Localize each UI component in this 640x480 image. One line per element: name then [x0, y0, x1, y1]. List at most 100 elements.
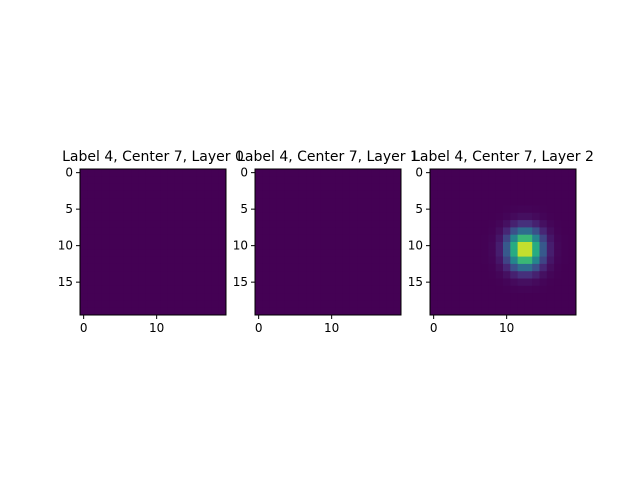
heatmap-cell — [123, 256, 132, 265]
heatmap-cell — [386, 234, 395, 243]
heatmap-cell — [488, 249, 497, 257]
heatmap-cell — [123, 307, 132, 316]
heatmap-cell — [313, 234, 322, 243]
heatmap-cell — [320, 278, 329, 287]
heatmap-cell — [160, 205, 168, 214]
heatmap-cell — [459, 183, 467, 192]
heatmap-cell — [503, 234, 511, 243]
heatmap-cell — [386, 242, 395, 250]
heatmap-cell — [116, 190, 125, 199]
heatmap-cell — [204, 300, 212, 309]
heatmap-cell — [298, 242, 307, 250]
heatmap-cell — [532, 205, 540, 214]
heatmap-cell — [87, 263, 95, 272]
heatmap-cell — [174, 169, 183, 177]
heatmap-cell — [342, 307, 351, 316]
heatmap-cell — [320, 249, 329, 257]
heatmap-cell — [495, 293, 504, 301]
heatmap-cell — [444, 198, 453, 206]
heatmap-cell — [546, 190, 555, 199]
heatmap-cell — [123, 198, 132, 206]
heatmap-cell — [510, 205, 518, 214]
heatmap-cell — [371, 300, 380, 309]
heatmap-cell — [116, 205, 125, 214]
heatmap-cell — [342, 300, 351, 309]
heatmap-cell — [138, 242, 147, 250]
heatmap-cell — [379, 278, 387, 287]
heatmap-cell — [328, 234, 336, 243]
heatmap-cell — [145, 234, 154, 243]
heatmap-cell — [211, 227, 220, 236]
heatmap-cell — [116, 198, 125, 206]
heatmap-cell — [379, 242, 387, 250]
heatmap-cell — [335, 278, 343, 287]
heatmap-cell — [539, 220, 548, 228]
heatmap-cell — [561, 176, 570, 184]
heatmap-cell — [379, 183, 387, 192]
heatmap-cell — [481, 220, 489, 228]
heatmap-cell — [160, 169, 168, 177]
heatmap-cell — [349, 285, 358, 294]
heatmap-cell — [488, 176, 497, 184]
heatmap-cell — [269, 300, 278, 309]
heatmap-cell — [444, 190, 453, 199]
heatmap-cell — [342, 205, 351, 214]
heatmap-cell — [116, 212, 125, 221]
heatmap-cell — [123, 263, 132, 272]
heatmap-cell — [335, 300, 343, 309]
heatmap-cell — [87, 220, 95, 228]
heatmap-cell — [80, 227, 88, 236]
heatmap-cell — [357, 220, 365, 228]
heatmap-cell — [357, 293, 365, 301]
heatmap-cell — [328, 300, 336, 309]
heatmap-cell — [561, 263, 570, 272]
heatmap-cell — [357, 256, 365, 265]
heatmap-cell — [349, 300, 358, 309]
heatmap-cell — [524, 198, 533, 206]
heatmap-cell — [204, 198, 212, 206]
heatmap-cell — [218, 249, 227, 257]
heatmap-cell — [109, 234, 117, 243]
heatmap-cell — [255, 205, 263, 214]
heatmap-cell — [568, 307, 577, 316]
heatmap-cell — [335, 198, 343, 206]
heatmap-cell — [320, 205, 329, 214]
heatmap-cell — [298, 300, 307, 309]
heatmap-cell — [153, 220, 161, 228]
heatmap-cell — [80, 271, 88, 279]
heatmap-cell — [255, 242, 263, 250]
heatmap-cell — [131, 285, 139, 294]
heatmap-cell — [364, 234, 373, 243]
heatmap-cell — [320, 263, 329, 272]
heatmap-cell — [313, 212, 322, 221]
heatmap-cell — [87, 183, 95, 192]
heatmap-cell — [116, 220, 125, 228]
heatmap-cell — [167, 256, 176, 265]
heatmap-cell — [109, 307, 117, 316]
heatmap-cell — [466, 300, 475, 309]
heatmap-cell — [466, 220, 475, 228]
heatmap-cell — [532, 234, 540, 243]
heatmap-cell — [430, 278, 438, 287]
heatmap-cell — [379, 205, 387, 214]
heatmap-cell — [153, 183, 161, 192]
heatmap-cell — [328, 227, 336, 236]
heatmap-cell — [182, 271, 190, 279]
heatmap-cell — [481, 190, 489, 199]
heatmap-cell — [94, 220, 103, 228]
heatmap-cell — [539, 234, 548, 243]
heatmap-cell — [276, 307, 285, 316]
heatmap-cell — [284, 212, 292, 221]
heatmap-cell — [116, 278, 125, 287]
heatmap-cell — [546, 242, 555, 250]
heatmap-cell — [379, 293, 387, 301]
heatmap-cell — [335, 271, 343, 279]
heatmap-cell — [160, 256, 168, 265]
heatmap-cell — [451, 220, 460, 228]
heatmap-cell — [174, 205, 183, 214]
heatmap-cell — [349, 307, 358, 316]
heatmap-cell — [466, 205, 475, 214]
heatmap-cell — [539, 212, 548, 221]
heatmap-cell — [160, 249, 168, 257]
heatmap-cell — [204, 307, 212, 316]
